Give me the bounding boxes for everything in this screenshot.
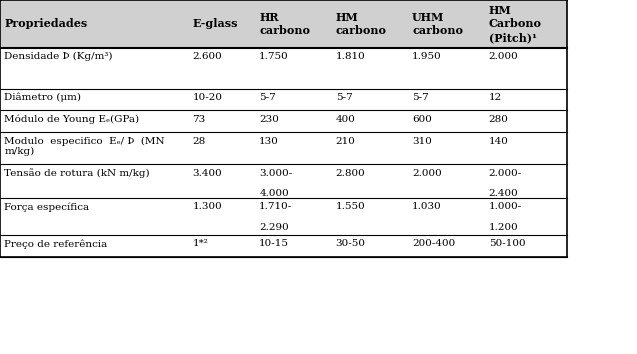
Text: Modulo  especifico  Eₑ/ Þ  (MN
m/kg): Modulo especifico Eₑ/ Þ (MN m/kg) <box>4 137 165 156</box>
Text: 1.550: 1.550 <box>336 202 366 211</box>
Bar <box>408 0 484 48</box>
Bar <box>484 198 567 235</box>
Text: 10-20: 10-20 <box>192 93 222 102</box>
Bar <box>0 235 188 257</box>
Bar <box>408 198 484 235</box>
Text: 3.000-

4.000: 3.000- 4.000 <box>259 169 292 198</box>
Text: 400: 400 <box>336 115 355 124</box>
Bar <box>0 132 188 164</box>
Bar <box>255 88 331 110</box>
Bar <box>188 110 255 132</box>
Bar <box>331 164 408 198</box>
Text: 5-7: 5-7 <box>412 93 429 102</box>
Text: 280: 280 <box>489 115 508 124</box>
Bar <box>484 48 567 88</box>
Bar <box>188 235 255 257</box>
Bar <box>255 110 331 132</box>
Bar <box>408 48 484 88</box>
Bar <box>0 48 188 88</box>
Text: 10-15: 10-15 <box>259 239 289 248</box>
Bar <box>255 48 331 88</box>
Text: Diâmetro (μm): Diâmetro (μm) <box>4 93 82 102</box>
Text: 1.810: 1.810 <box>336 52 366 61</box>
Bar <box>484 235 567 257</box>
Bar <box>255 235 331 257</box>
Bar <box>188 132 255 164</box>
Text: 50-100: 50-100 <box>489 239 525 248</box>
Bar <box>484 88 567 110</box>
Bar <box>484 164 567 198</box>
Bar <box>484 132 567 164</box>
Text: 130: 130 <box>259 137 279 145</box>
Bar <box>0 110 188 132</box>
Text: 1.710-

2.290: 1.710- 2.290 <box>259 202 292 232</box>
Text: E-glass: E-glass <box>192 18 238 29</box>
Text: 310: 310 <box>412 137 432 145</box>
Bar <box>484 110 567 132</box>
Text: 600: 600 <box>412 115 432 124</box>
Text: 2.800: 2.800 <box>336 169 366 177</box>
Bar <box>331 110 408 132</box>
Bar <box>484 0 567 48</box>
Bar <box>408 110 484 132</box>
Bar <box>331 0 408 48</box>
Bar <box>408 164 484 198</box>
Text: 3.400: 3.400 <box>192 169 222 177</box>
Text: 200-400: 200-400 <box>412 239 455 248</box>
Bar <box>331 235 408 257</box>
Bar <box>0 198 188 235</box>
Bar <box>188 88 255 110</box>
Text: 12: 12 <box>489 93 502 102</box>
Bar <box>255 164 331 198</box>
Text: 1.750: 1.750 <box>259 52 289 61</box>
Text: UHM
carbono: UHM carbono <box>412 12 463 36</box>
Text: 1*²: 1*² <box>192 239 208 248</box>
Text: 230: 230 <box>259 115 279 124</box>
Bar <box>0 164 188 198</box>
Text: 140: 140 <box>489 137 508 145</box>
Text: Módulo de Young Eₑ(GPa): Módulo de Young Eₑ(GPa) <box>4 115 140 124</box>
Bar <box>255 0 331 48</box>
Bar <box>0 0 188 48</box>
Text: Tensão de rotura (kN m/kg): Tensão de rotura (kN m/kg) <box>4 169 150 178</box>
Text: 2.000: 2.000 <box>412 169 442 177</box>
Text: 1.300: 1.300 <box>192 202 222 211</box>
Text: Força específica: Força específica <box>4 202 90 212</box>
Bar <box>331 48 408 88</box>
Text: 28: 28 <box>192 137 206 145</box>
Text: 2.600: 2.600 <box>192 52 222 61</box>
Bar <box>331 132 408 164</box>
Bar <box>408 235 484 257</box>
Text: 5-7: 5-7 <box>336 93 352 102</box>
Bar <box>188 48 255 88</box>
Text: Propriedades: Propriedades <box>4 18 88 29</box>
Text: Densidade Þ (Kg/m³): Densidade Þ (Kg/m³) <box>4 52 113 61</box>
Text: 73: 73 <box>192 115 206 124</box>
Bar <box>0 88 188 110</box>
Bar <box>331 88 408 110</box>
Bar <box>255 198 331 235</box>
Text: 210: 210 <box>336 137 355 145</box>
Text: Preço de referência: Preço de referência <box>4 239 108 249</box>
Text: 2.000-

2.400: 2.000- 2.400 <box>489 169 522 198</box>
Text: HR
carbono: HR carbono <box>259 12 310 36</box>
Text: 1.000-

1.200: 1.000- 1.200 <box>489 202 522 232</box>
Text: 5-7: 5-7 <box>259 93 276 102</box>
Text: 30-50: 30-50 <box>336 239 366 248</box>
Text: 1.030: 1.030 <box>412 202 442 211</box>
Bar <box>408 88 484 110</box>
Bar <box>255 132 331 164</box>
Bar <box>188 198 255 235</box>
Bar <box>188 0 255 48</box>
Text: HM
Carbono
(Pitch)¹: HM Carbono (Pitch)¹ <box>489 5 541 43</box>
Bar <box>331 198 408 235</box>
Bar <box>188 164 255 198</box>
Bar <box>408 132 484 164</box>
Text: 2.000: 2.000 <box>489 52 519 61</box>
Text: HM
carbono: HM carbono <box>336 12 387 36</box>
Text: 1.950: 1.950 <box>412 52 442 61</box>
